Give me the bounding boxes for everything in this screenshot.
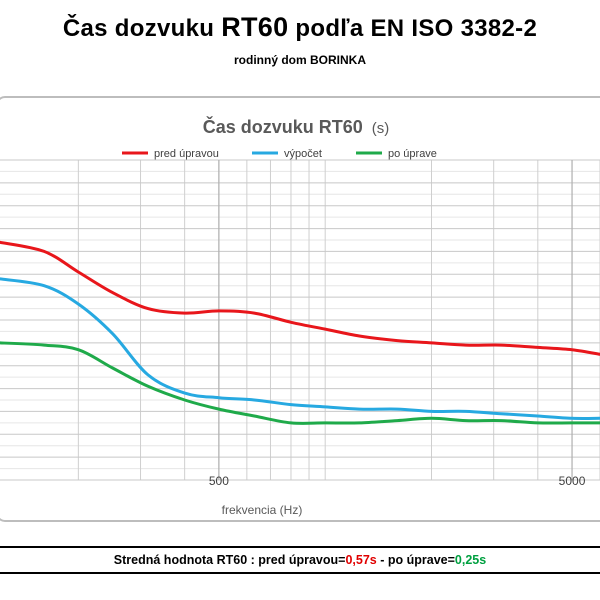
x-tick-label: 5000 (559, 474, 586, 488)
chart-legend: pred úpravou výpočet po úprave (122, 148, 437, 160)
chart-series (0, 240, 600, 425)
series-line-1 (0, 240, 600, 356)
chart-title-unit: (s) (372, 120, 390, 137)
chart-title: Čas dozvuku RT60 (s) (203, 116, 390, 137)
x-axis-label: frekvencia (Hz) (222, 503, 303, 517)
x-tick-labels: 500 5000 (209, 474, 586, 488)
page-subtitle: rodinný dom BORINKA (234, 53, 366, 67)
page-title-part-2: podľa EN ISO 3382-2 (295, 15, 538, 42)
page-title: Čas dozvuku RT60 podľa EN ISO 3382-2 (0, 12, 600, 43)
legend-label: po úprave (388, 148, 437, 160)
page-title-part-1: Čas dozvuku (62, 15, 215, 42)
summary-after-value: 0,25s (454, 553, 487, 567)
summary-before-label: pred úpravou= (258, 553, 346, 567)
page-title-rt60: RT60 (221, 12, 289, 42)
summary-after-label: po úprave= (387, 553, 455, 567)
mean-rt60-summary: Stredná hodnota RT60 : pred úpravou=0,57… (0, 546, 600, 574)
x-tick-label: 500 (209, 474, 229, 488)
summary-separator: - (380, 553, 385, 567)
summary-before-value: 0,57s (345, 553, 377, 567)
legend-label: pred úpravou (154, 148, 219, 160)
chart-title-text: Čas dozvuku RT60 (203, 116, 363, 137)
series-line-3 (0, 341, 600, 425)
summary-label: Stredná hodnota RT60 : (113, 553, 255, 567)
legend-label: výpočet (284, 148, 322, 160)
series-line-2 (0, 277, 600, 420)
chart-major-grid (0, 159, 600, 481)
